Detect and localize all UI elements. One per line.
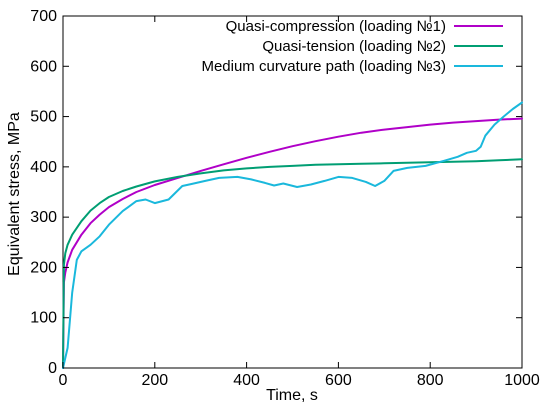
legend: Quasi-compression (loading №1) Quasi-tens… [201,18,503,75]
series-line-quasi-tension-loading-2 [62,158,523,369]
legend-label: Quasi-tension (loading №2) [262,38,446,55]
y-tick-label: 600 [30,58,57,75]
y-tick-label: 500 [30,109,57,126]
series-line-quasi-compression-loading-1 [62,117,523,369]
y-tick-label: 200 [30,259,57,276]
y-tick-label: 400 [30,159,57,176]
y-tick-label: 300 [30,209,57,226]
series-line-medium-curvature-path-loading-3 [62,101,523,369]
x-tick-label: 200 [141,372,168,389]
x-tick-label: 0 [59,372,68,389]
y-axis-label: Equivalent stress, MPa [6,112,23,276]
legend-label: Quasi-compression (loading №1) [226,18,446,35]
x-tick-label: 600 [325,372,352,389]
y-tick-label: 700 [30,8,57,25]
x-tick-label: 1000 [504,372,540,389]
plot-axes [62,15,523,369]
x-tick-label: 800 [417,372,444,389]
x-axis-label: Time, s [266,387,318,404]
series-lines [62,101,523,369]
plot-frame [62,15,523,369]
x-tick-label: 400 [233,372,260,389]
legend-label: Medium curvature path (loading №3) [201,58,446,75]
y-tick-label: 0 [48,360,57,377]
axis-ticks: 0 200 400 600 800 1000 0 100 200 300 400 500 600 700 [30,8,540,389]
y-tick-label: 100 [30,310,57,327]
